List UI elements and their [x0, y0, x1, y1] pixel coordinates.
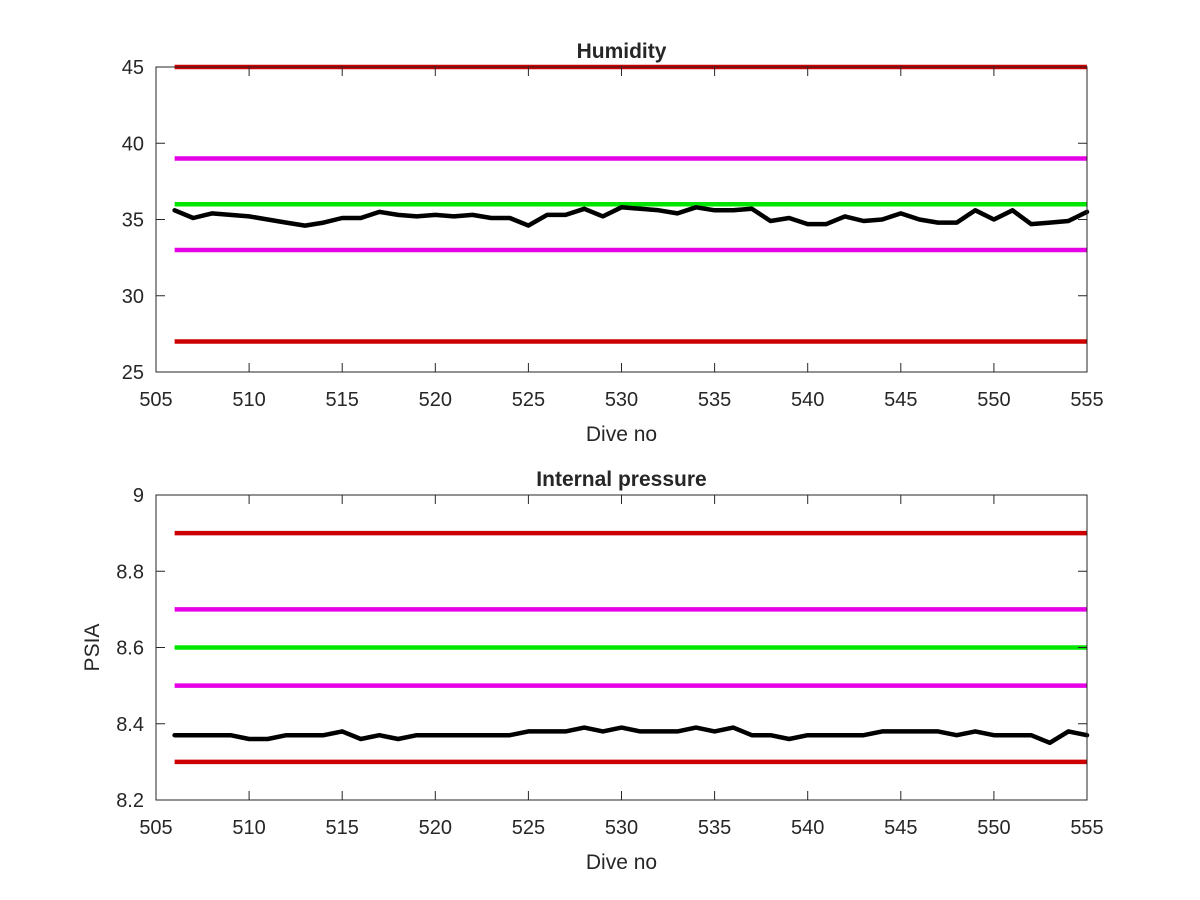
humidity-x-tick-label: 515 [326, 389, 359, 411]
humidity-x-tick-label: 540 [791, 389, 824, 411]
humidity-x-tick-label: 535 [698, 389, 731, 411]
humidity-y-tick-label: 35 [122, 210, 144, 232]
internal-pressure-y-tick-label: 8.8 [116, 561, 144, 583]
internal-pressure-x-tick-label: 525 [512, 817, 545, 839]
internal-pressure-x-tick-label: 510 [232, 817, 265, 839]
humidity-title: Humidity [577, 40, 667, 63]
humidity-x-tick-label: 530 [605, 389, 638, 411]
humidity-y-tick-label: 25 [122, 362, 144, 384]
internal-pressure-x-tick-label: 540 [791, 817, 824, 839]
humidity-plot-area [156, 67, 1087, 372]
internal-pressure-x-tick-label: 535 [698, 817, 731, 839]
humidity-y-tick-label: 40 [122, 133, 144, 155]
internal-pressure-y-tick-label: 9 [133, 485, 144, 507]
internal-pressure-x-tick-label: 505 [139, 817, 172, 839]
humidity-x-tick-label: 545 [884, 389, 917, 411]
humidity-x-tick-label: 505 [139, 389, 172, 411]
humidity-y-tick-label: 30 [122, 286, 144, 308]
internal-pressure-title: Internal pressure [536, 468, 706, 491]
humidity-series-line-0 [172, 205, 1090, 228]
internal-pressure-x-tick-label: 545 [884, 817, 917, 839]
internal-pressure-x-tick-label: 555 [1070, 817, 1103, 839]
humidity-x-tick-label: 520 [419, 389, 452, 411]
internal-pressure-series-line-0 [172, 725, 1090, 746]
internal-pressure-x-tick-label: 520 [419, 817, 452, 839]
internal-pressure-chart: 505 510 515 520 525 530 535 540 545 550 555 8.2 8.4 8… [81, 468, 1104, 874]
humidity-x-axis-label: Dive no [586, 423, 657, 446]
humidity-y-tick-label: 45 [122, 57, 144, 79]
internal-pressure-y-axis-label: PSIA [81, 624, 104, 672]
humidity-x-tick-label: 550 [977, 389, 1010, 411]
humidity-x-tick-label: 525 [512, 389, 545, 411]
internal-pressure-x-tick-label: 550 [977, 817, 1010, 839]
humidity-x-tick-label: 510 [232, 389, 265, 411]
humidity-x-tick-label: 555 [1070, 389, 1103, 411]
internal-pressure-y-tick-label: 8.6 [116, 638, 144, 660]
humidity-chart: 505 510 515 520 525 530 535 540 545 550 555 25 30 35 4… [122, 40, 1104, 446]
internal-pressure-x-tick-label: 530 [605, 817, 638, 839]
internal-pressure-x-tick-label: 515 [326, 817, 359, 839]
internal-pressure-y-tick-label: 8.4 [116, 714, 144, 736]
internal-pressure-y-tick-label: 8.2 [116, 790, 144, 812]
internal-pressure-x-axis-label: Dive no [586, 851, 657, 874]
